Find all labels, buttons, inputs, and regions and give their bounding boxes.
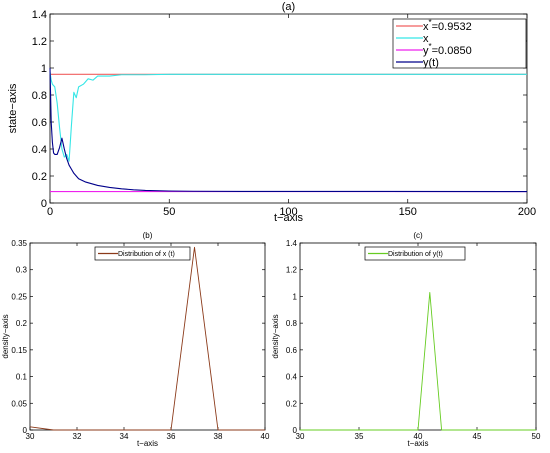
y-axis-label: density−axis <box>271 314 280 358</box>
chart-title: (b) <box>143 231 153 240</box>
plot-area <box>299 242 537 431</box>
legend-entry-sup: * <box>429 42 432 51</box>
y-tick-label: 0.8 <box>286 319 298 328</box>
legend-entry-rest: =0.9532 <box>432 21 472 33</box>
y-tick-label: 0.8 <box>32 90 47 102</box>
series-line-3 <box>49 67 528 193</box>
legend-entry-sup: * <box>429 18 432 27</box>
y-axis-label: state−axis <box>7 83 19 133</box>
legend-entry: y*=0.0850 <box>423 42 472 57</box>
legend-entry-base: y <box>423 45 429 57</box>
y-tick-label: 1 <box>41 63 47 75</box>
y-tick-label: 0.4 <box>32 144 47 156</box>
legend-entry: Distribution of x (t) <box>118 251 175 258</box>
x-tick-label: 34 <box>120 432 129 441</box>
y-tick-label: 0.2 <box>32 171 47 183</box>
chart-panel-2: (c) 30 35 40 45 50 0 0.2 0.4 0.6 0.8 1 1.2 1.4 t−axis d… <box>271 231 541 448</box>
x-tick-label: 0 <box>47 206 53 218</box>
y-tick-label: 0.15 <box>11 346 27 355</box>
x-tick-label: 38 <box>214 432 223 441</box>
y-tick-label: 0.25 <box>11 292 27 301</box>
x-tick-label: 200 <box>518 206 536 218</box>
y-tick-label: 0.6 <box>286 346 298 355</box>
legend-entry: x <box>423 33 429 45</box>
x-tick-label: 30 <box>26 432 35 441</box>
chart-title: (c) <box>413 231 423 240</box>
x-tick-label: 40 <box>261 432 270 441</box>
x-tick-label: 45 <box>473 432 482 441</box>
legend-entry: x*=0.9532 <box>423 18 472 33</box>
x-tick-label: 32 <box>73 432 82 441</box>
y-tick-label: 1.4 <box>32 9 47 21</box>
x-tick-label: 30 <box>296 432 305 441</box>
y-tick-label: 0.4 <box>286 373 298 382</box>
x-tick-label: 35 <box>355 432 364 441</box>
chart-panel-0: (a) 0 50 100 150 200 0 0.2 0.4 0.6 0.8 1 1.2 1.4 t−axi… <box>7 1 536 224</box>
y-tick-label: 1.2 <box>32 36 47 48</box>
x-axis-label: t−axis <box>137 439 158 448</box>
legend-entry-rest: =0.0850 <box>432 45 472 57</box>
legend-entry: y(t) <box>423 57 439 69</box>
y-tick-label: 0.6 <box>32 117 47 129</box>
x-tick-label: 50 <box>163 206 175 218</box>
x-axis-label: t−axis <box>274 212 304 224</box>
y-tick-label: 0.2 <box>16 319 28 328</box>
y-tick-label: 0.05 <box>11 399 27 408</box>
legend-entry-base: y(t) <box>423 57 439 69</box>
y-tick-label: 1.4 <box>286 239 298 248</box>
y-tick-label: 0 <box>293 426 298 435</box>
y-axis-label: density−axis <box>1 314 10 358</box>
legend-entry-base: x <box>423 21 429 33</box>
y-tick-label: 0.3 <box>16 266 28 275</box>
chart-title: (a) <box>282 1 295 13</box>
y-tick-label: 0 <box>41 198 47 210</box>
x-tick-label: 100 <box>279 206 297 218</box>
x-tick-label: 150 <box>399 206 417 218</box>
legend-entry: Distribution of y(t) <box>388 251 443 258</box>
x-tick-label: 36 <box>167 432 176 441</box>
legend-box <box>392 18 527 69</box>
y-tick-label: 1 <box>293 292 298 301</box>
legend-entry-base: x <box>423 33 429 45</box>
x-tick-label: 40 <box>414 432 423 441</box>
x-axis-label: t−axis <box>407 439 428 448</box>
x-tick-label: 50 <box>532 432 541 441</box>
y-tick-label: 0.1 <box>16 373 28 382</box>
series-line-0 <box>29 246 265 431</box>
y-tick-label: 0.35 <box>11 239 27 248</box>
legend-box <box>94 246 191 261</box>
y-tick-label: 1.2 <box>286 266 298 275</box>
y-tick-label: 0.2 <box>286 399 298 408</box>
chart-panel-1: (b) 30 32 34 36 38 40 0 0.05 0.1 0.15 0.2 0.25 0.3 0.3… <box>1 231 270 448</box>
series-line-1 <box>49 71 527 162</box>
legend-box <box>364 246 466 261</box>
plot-area <box>29 242 266 431</box>
y-tick-label: 0 <box>23 426 28 435</box>
series-line-0 <box>300 291 536 431</box>
